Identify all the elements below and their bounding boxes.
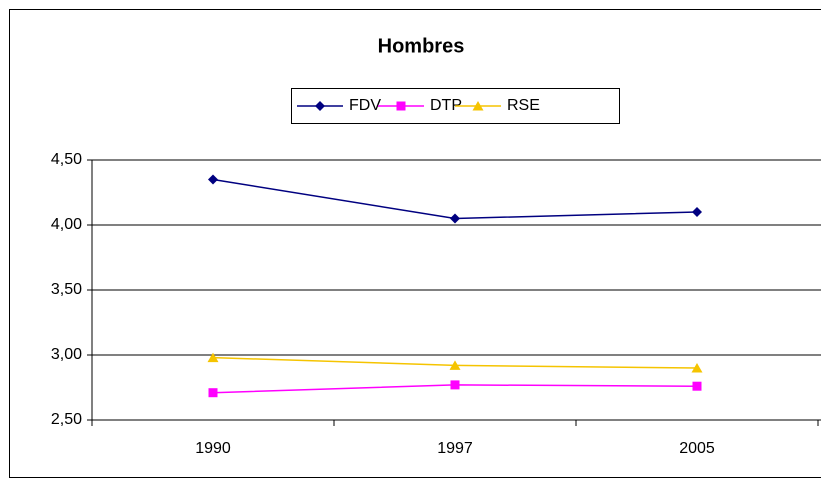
chart-title: Hombres [378,35,465,57]
legend-label: FDV [349,97,381,114]
data-point [449,360,461,370]
y-tick-label: 3,50 [51,281,82,298]
chart-border [9,9,821,478]
legend-marker [315,101,325,111]
x-tick-label: 2005 [679,440,715,457]
y-tick-label: 2,50 [51,411,82,428]
data-point [208,174,218,185]
legend-marker [396,101,406,111]
data-point [208,388,218,398]
x-tick-label: 1997 [437,440,473,457]
data-point [692,207,702,217]
data-point [207,352,219,363]
data-point [692,381,702,391]
y-tick-label: 3,00 [51,346,82,363]
data-point [450,213,460,224]
legend-label: RSE [507,97,540,114]
y-tick-label: 4,50 [51,151,82,168]
legend-label: DTP [430,97,462,114]
data-point [691,363,703,373]
x-tick-label: 1990 [195,440,231,457]
y-tick-label: 4,00 [51,216,82,233]
legend-marker [472,101,484,111]
data-point [450,380,460,390]
